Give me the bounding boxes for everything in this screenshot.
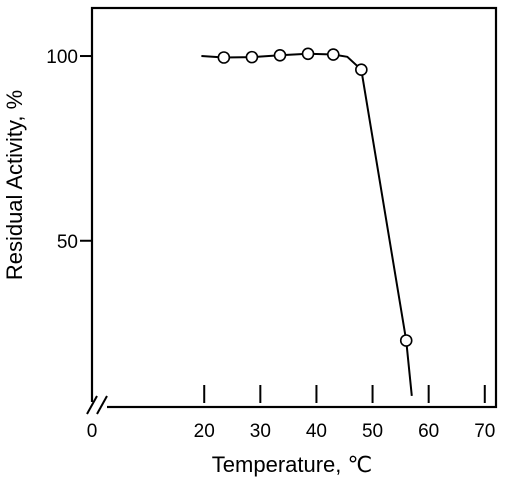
x-tick-label: 0 bbox=[87, 421, 98, 442]
data-point bbox=[217, 51, 231, 64]
axis-break-mark bbox=[86, 395, 98, 415]
y-tick-label: 100 bbox=[46, 47, 78, 68]
plot-frame bbox=[90, 6, 498, 409]
data-point bbox=[326, 48, 340, 61]
data-point bbox=[245, 50, 259, 64]
x-tick-label: 60 bbox=[418, 421, 439, 442]
series-line bbox=[201, 52, 413, 397]
data-point bbox=[399, 334, 413, 347]
x-tick-label: 30 bbox=[250, 421, 271, 442]
data-point bbox=[355, 63, 368, 76]
y-tick-label: 50 bbox=[57, 232, 78, 253]
x-tick-label: 20 bbox=[194, 421, 215, 442]
x-tick-label: 70 bbox=[474, 421, 495, 442]
data-point bbox=[273, 48, 287, 62]
x-axis-title: Temperature, ℃ bbox=[212, 452, 372, 477]
data-point bbox=[301, 47, 315, 61]
axis-break-gap bbox=[87, 402, 107, 412]
x-tick-label: 50 bbox=[362, 421, 383, 442]
y-axis-title: Residual Activity, % bbox=[2, 90, 27, 280]
x-tick-label: 40 bbox=[306, 421, 327, 442]
axis-break-mark bbox=[96, 395, 108, 415]
